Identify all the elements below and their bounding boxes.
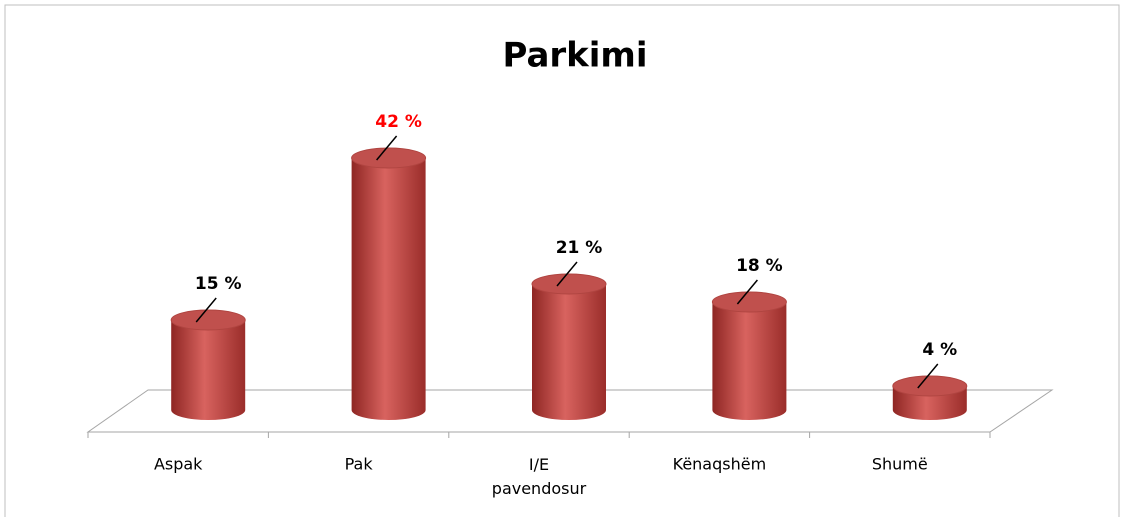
bar-top <box>351 147 427 169</box>
leader-line <box>376 135 398 161</box>
x-tick-label: Pak <box>345 455 374 474</box>
value-label: 21 % <box>556 238 603 258</box>
value-label: 15 % <box>195 274 242 294</box>
x-tick-label: Shumë <box>872 455 928 474</box>
x-tick-label: Kënaqshëm <box>673 455 767 474</box>
bar <box>532 284 606 420</box>
chart-frame <box>4 4 1120 517</box>
x-tick-label: Aspak <box>154 455 203 474</box>
label-line: pavendosur <box>492 479 587 498</box>
bar <box>351 158 426 420</box>
value-label: 42 % <box>375 112 422 132</box>
bar-top <box>170 309 246 331</box>
label-line: I/E <box>529 455 549 474</box>
leader-line <box>556 261 578 287</box>
leader-line <box>736 279 758 305</box>
bar <box>712 302 787 420</box>
value-label: 18 % <box>736 256 783 276</box>
chart-title: Parkimi <box>502 36 647 76</box>
bar-top <box>531 273 607 295</box>
x-tick-label: I/E pavendosur <box>492 455 587 498</box>
bar-top <box>892 375 968 397</box>
leader-line <box>195 297 217 323</box>
leader-line <box>917 363 939 389</box>
bar <box>171 320 246 420</box>
value-label: 4 % <box>922 340 957 360</box>
bar-top <box>711 291 787 313</box>
